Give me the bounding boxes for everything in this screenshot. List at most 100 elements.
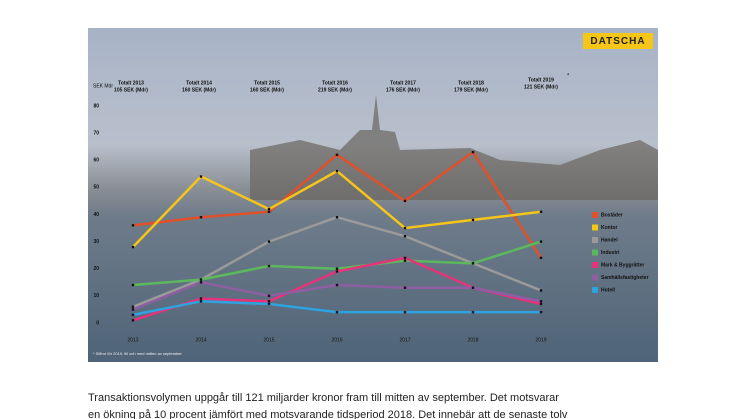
point-marker (403, 235, 407, 238)
legend-swatch (592, 212, 598, 218)
city-silhouette (250, 95, 658, 200)
point-marker (199, 216, 203, 219)
point-marker (199, 300, 203, 303)
paragraph-line: en ökning på 10 procent jämfört med mots… (88, 409, 568, 419)
x-tick-label: 2017 (399, 337, 410, 343)
legend-swatch (592, 224, 598, 231)
y-tick-label: 40 (93, 212, 99, 218)
legend-swatch (592, 249, 598, 256)
point-marker (471, 150, 475, 154)
x-tick-label: 2016 (331, 337, 342, 343)
legend-swatch (592, 287, 598, 293)
legend-label: Bostäder (601, 212, 623, 218)
point-marker (335, 267, 339, 270)
point-marker (539, 302, 543, 306)
x-tick-label: 2013 (127, 337, 138, 343)
point-marker (539, 310, 543, 314)
legend-label: Mark & Byggrätter (601, 262, 644, 268)
y-tick-label: 80 (93, 103, 99, 109)
point-marker (539, 210, 543, 213)
point-marker (131, 245, 135, 249)
point-marker (403, 199, 407, 203)
point-marker (199, 175, 203, 178)
point-marker (267, 300, 271, 303)
point-marker (131, 313, 135, 317)
y-tick-label: 50 (93, 185, 99, 191)
point-marker (335, 169, 339, 173)
total-value: 219 SEK (Mdr) (318, 87, 352, 93)
point-marker (335, 216, 339, 219)
point-marker (539, 300, 543, 303)
point-marker (335, 270, 339, 273)
point-marker (267, 264, 271, 268)
point-marker (471, 310, 475, 314)
point-marker (539, 256, 543, 260)
total-value: 121 SEK (Mdr) (524, 84, 558, 90)
y-tick-label: 30 (93, 239, 99, 245)
total-title: Totalt 2014 (186, 80, 212, 86)
point-marker (267, 210, 271, 213)
legend-label: Hotell (601, 287, 616, 293)
point-marker (403, 259, 407, 262)
y-tick-label: 60 (93, 158, 99, 164)
total-title: Totalt 2018 (458, 80, 484, 86)
point-marker (267, 302, 271, 306)
point-marker (539, 240, 543, 243)
point-marker (335, 283, 339, 287)
legend-label: Samhällsfastigheter (601, 275, 649, 281)
x-tick-label: 2015 (263, 337, 274, 343)
point-marker (131, 308, 135, 311)
point-marker (131, 319, 135, 322)
point-marker (267, 294, 271, 298)
point-marker (403, 286, 407, 289)
y-tick-label: 10 (93, 293, 99, 299)
total-value: 176 SEK (Mdr) (386, 87, 420, 93)
point-marker (471, 286, 475, 289)
y-tick-label: 0 (96, 320, 99, 326)
point-marker (267, 240, 271, 243)
point-marker (131, 224, 135, 227)
paragraph-line: Transaktionsvolymen uppgår till 121 milj… (88, 392, 559, 404)
total-value: 179 SEK (Mdr) (454, 87, 488, 93)
logo: DATSCHA (590, 36, 645, 47)
legend-label: Industri (601, 250, 620, 256)
total-title: Totalt 2015 (254, 80, 280, 86)
total-title: Totalt 2013 (118, 80, 144, 86)
point-marker (131, 305, 135, 308)
total-title: Totalt 2017 (390, 80, 416, 86)
y-tick-label: 20 (93, 266, 99, 272)
point-marker (471, 218, 475, 222)
legend-swatch (592, 274, 598, 281)
legend-swatch (592, 237, 598, 243)
point-marker (131, 283, 135, 287)
point-marker (335, 153, 339, 157)
legend-label: Kontor (601, 225, 617, 231)
point-marker (199, 278, 203, 281)
point-marker (199, 297, 203, 300)
total-value: 160 SEK (Mdr) (182, 87, 216, 93)
point-marker (267, 207, 271, 211)
point-marker (199, 281, 203, 284)
point-marker (403, 256, 407, 260)
x-tick-label: 2019 (535, 337, 546, 343)
total-value: 105 SEK (Mdr) (114, 87, 148, 93)
totals-note: * (567, 74, 570, 80)
total-value: 160 SEK (Mdr) (250, 87, 284, 93)
legend-label: Handel (601, 237, 618, 243)
point-marker (403, 310, 407, 314)
point-marker (335, 310, 339, 314)
footnote: * Siffror för 2019, till och med mitten … (93, 351, 183, 356)
point-marker (539, 289, 543, 292)
y-axis-label: SEK Mdr (93, 83, 113, 89)
x-tick-label: 2014 (195, 337, 206, 343)
x-tick-label: 2018 (467, 337, 478, 343)
y-tick-label: 70 (93, 130, 99, 136)
point-marker (403, 226, 407, 230)
total-title: Totalt 2016 (322, 80, 348, 86)
total-title: Totalt 2019 (528, 77, 554, 83)
logo-box (583, 33, 653, 49)
point-marker (471, 262, 475, 265)
legend-swatch (592, 262, 598, 268)
